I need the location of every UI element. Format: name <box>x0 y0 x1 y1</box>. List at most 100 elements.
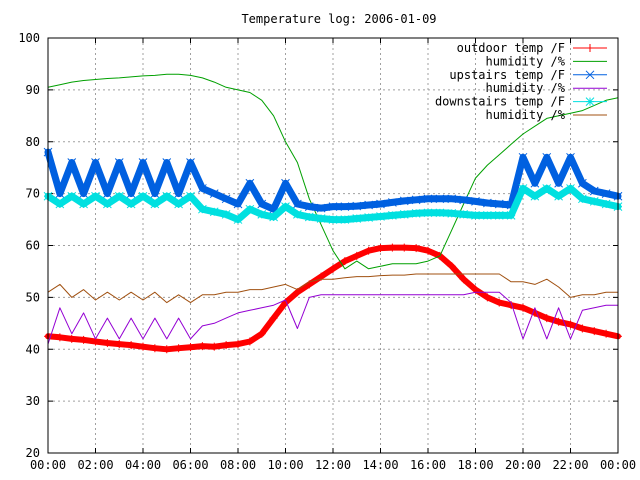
data-point <box>423 208 433 218</box>
data-point <box>411 195 421 205</box>
y-axis: 20 30 40 50 60 70 80 90 100 <box>18 31 618 460</box>
data-point <box>257 199 267 209</box>
x-tick-label: 04:00 <box>125 458 161 472</box>
data-point <box>186 191 195 201</box>
y-tick-label: 90 <box>26 83 40 97</box>
data-point <box>530 178 540 188</box>
data-point <box>399 196 409 206</box>
data-point <box>221 194 231 204</box>
data-point <box>328 202 338 211</box>
data-point <box>233 199 243 209</box>
data-point <box>376 244 385 253</box>
series-4 <box>43 184 623 224</box>
plot-frame <box>47 37 619 454</box>
data-point <box>162 158 172 167</box>
data-point <box>542 152 552 162</box>
data-point <box>388 243 397 252</box>
data-point <box>304 212 314 222</box>
legend-label: humidity /% <box>486 54 566 68</box>
data-point <box>293 199 302 209</box>
x-tick-label: 20:00 <box>505 458 541 472</box>
data-point <box>186 158 195 167</box>
data-point <box>103 199 112 209</box>
data-point <box>494 211 504 220</box>
data-point <box>115 340 124 349</box>
data-point <box>483 293 492 302</box>
legend-marker <box>585 97 595 106</box>
data-point <box>55 333 64 342</box>
data-point <box>269 314 278 323</box>
data-point <box>578 194 587 204</box>
data-point <box>494 199 504 209</box>
data-point <box>352 251 361 260</box>
data-point <box>518 184 528 193</box>
data-point <box>209 207 219 217</box>
data-point <box>388 211 397 220</box>
y-tick-label: 70 <box>26 187 40 201</box>
legend-item: humidity /% <box>486 108 607 122</box>
y-tick-label: 60 <box>26 239 40 253</box>
data-point <box>162 191 172 201</box>
data-point <box>150 189 160 198</box>
data-point <box>601 189 611 198</box>
data-point <box>471 197 480 206</box>
data-point <box>67 158 77 167</box>
data-point <box>233 215 243 224</box>
series-0 <box>44 243 622 354</box>
series-line <box>47 273 619 304</box>
data-point <box>316 203 326 213</box>
data-point <box>566 152 575 162</box>
legend-label: outdoor temp /F <box>457 41 565 55</box>
y-tick-label: 80 <box>26 135 40 149</box>
data-point <box>412 244 421 253</box>
data-point <box>210 342 219 351</box>
y-tick-label: 30 <box>26 394 40 408</box>
data-point <box>566 320 575 329</box>
data-point <box>138 158 148 167</box>
data-point <box>400 243 409 252</box>
data-point <box>566 184 575 193</box>
data-point <box>388 198 397 207</box>
data-point <box>126 189 136 198</box>
data-point <box>542 184 552 193</box>
data-point <box>483 198 492 208</box>
data-point <box>601 199 611 209</box>
data-point <box>602 329 611 338</box>
y-tick-label: 40 <box>26 342 40 356</box>
data-point <box>257 329 266 338</box>
data-point <box>209 189 219 198</box>
x-tick-label: 10:00 <box>267 458 303 472</box>
data-point <box>352 214 362 223</box>
series-1 <box>47 73 619 270</box>
data-point <box>554 178 563 188</box>
data-point <box>340 215 350 224</box>
data-point <box>495 298 504 307</box>
data-point <box>329 264 337 273</box>
data-point <box>126 199 136 209</box>
data-point <box>328 215 338 224</box>
data-point <box>424 246 432 255</box>
y-tick-label: 20 <box>26 446 40 460</box>
data-point <box>471 211 480 220</box>
data-point <box>435 208 445 218</box>
data-point <box>257 210 267 219</box>
chart-title: Temperature log: 2006-01-09 <box>241 12 436 26</box>
data-point <box>55 199 65 209</box>
data-point <box>174 189 183 198</box>
data-point <box>578 324 587 333</box>
data-point <box>459 195 468 205</box>
data-point <box>150 344 159 353</box>
data-point <box>162 345 171 354</box>
data-point <box>340 202 350 211</box>
data-point <box>222 341 231 350</box>
x-tick-label: 22:00 <box>552 458 588 472</box>
data-point <box>79 199 88 209</box>
data-point <box>578 178 587 188</box>
data-point <box>79 189 88 198</box>
data-point <box>293 210 302 219</box>
x-tick-label: 02:00 <box>77 458 113 472</box>
y-tick-label: 50 <box>26 290 40 304</box>
y-tick-label: 100 <box>18 31 40 45</box>
data-point <box>364 246 373 255</box>
legend-item: humidity /% <box>486 54 607 68</box>
